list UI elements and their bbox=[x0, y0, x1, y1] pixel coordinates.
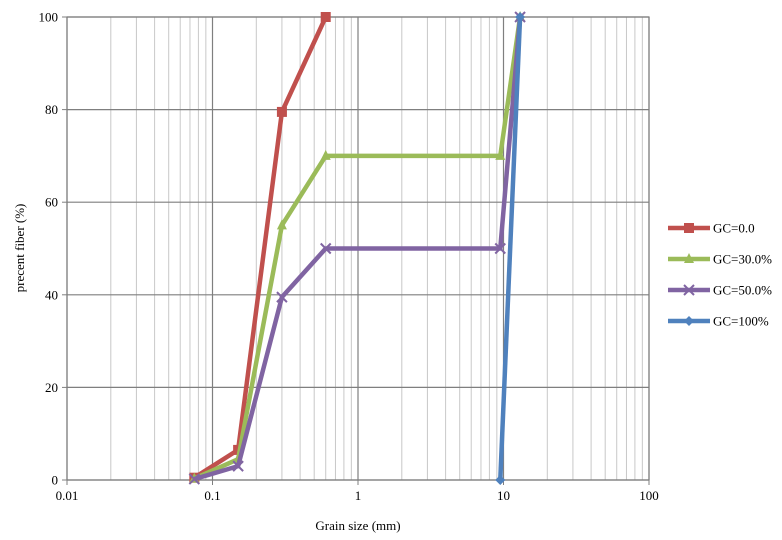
data-point bbox=[188, 473, 201, 485]
marker-stroke bbox=[232, 460, 244, 472]
data-point bbox=[495, 149, 506, 160]
series-1 bbox=[189, 12, 331, 483]
data-point bbox=[320, 12, 331, 22]
x-axis-label: Grain size (mm) bbox=[315, 518, 400, 533]
y-tick-label: 60 bbox=[45, 195, 58, 210]
legend-label: GC=100% bbox=[713, 314, 769, 329]
legend-marker bbox=[684, 253, 694, 263]
y-axis-label: precent fiber (%) bbox=[12, 204, 27, 293]
legend-marker bbox=[684, 316, 694, 326]
y-tick-label: 40 bbox=[45, 287, 58, 302]
legend-label: GC=0.0 bbox=[713, 221, 755, 236]
legend-item: GC=0.0 bbox=[668, 221, 755, 236]
series-2 bbox=[189, 11, 526, 483]
series-4 bbox=[495, 12, 526, 485]
data-point bbox=[495, 475, 506, 485]
data-point bbox=[494, 242, 506, 255]
series-lines bbox=[188, 11, 526, 485]
legend-item: GC=100% bbox=[668, 314, 769, 329]
data-point bbox=[276, 291, 288, 303]
legend-item: GC=50.0% bbox=[668, 283, 772, 298]
series-3 bbox=[188, 11, 526, 485]
data-point bbox=[320, 149, 331, 160]
marker-stroke bbox=[276, 291, 288, 303]
x-tick-label: 1 bbox=[355, 488, 362, 503]
tick-labels: 0.01 0.1 1 10 100 0 20 40 60 80 100 bbox=[39, 10, 659, 504]
y-tick-label: 80 bbox=[45, 102, 58, 117]
legend-label: GC=50.0% bbox=[713, 283, 772, 298]
y-tick-label: 0 bbox=[52, 473, 59, 488]
x-tick-label: 0.01 bbox=[56, 488, 79, 503]
data-point bbox=[515, 12, 526, 22]
legend-label: GC=30.0% bbox=[713, 252, 772, 267]
legend: GC=0.0 GC=30.0% GC=50.0% GC=100% bbox=[668, 221, 772, 329]
marker-stroke bbox=[320, 242, 332, 255]
x-tick-label: 10 bbox=[497, 488, 510, 503]
data-point bbox=[276, 219, 287, 230]
marker-stroke bbox=[683, 284, 695, 296]
series-line bbox=[193, 16, 523, 481]
legend-marker bbox=[684, 223, 694, 233]
x-tick-label: 0.1 bbox=[204, 488, 220, 503]
marker-stroke bbox=[188, 473, 201, 485]
legend-marker bbox=[683, 284, 695, 296]
axes bbox=[62, 16, 650, 485]
series-line bbox=[193, 16, 523, 482]
legend-item: GC=30.0% bbox=[668, 252, 772, 267]
data-point bbox=[232, 460, 244, 472]
series-line bbox=[498, 16, 523, 481]
series-line bbox=[193, 16, 328, 480]
data-point bbox=[320, 242, 332, 255]
y-tick-label: 100 bbox=[39, 10, 59, 25]
x-tick-label: 100 bbox=[639, 488, 659, 503]
y-tick-label: 20 bbox=[45, 380, 58, 395]
data-point bbox=[276, 106, 287, 117]
marker-stroke bbox=[494, 242, 506, 255]
